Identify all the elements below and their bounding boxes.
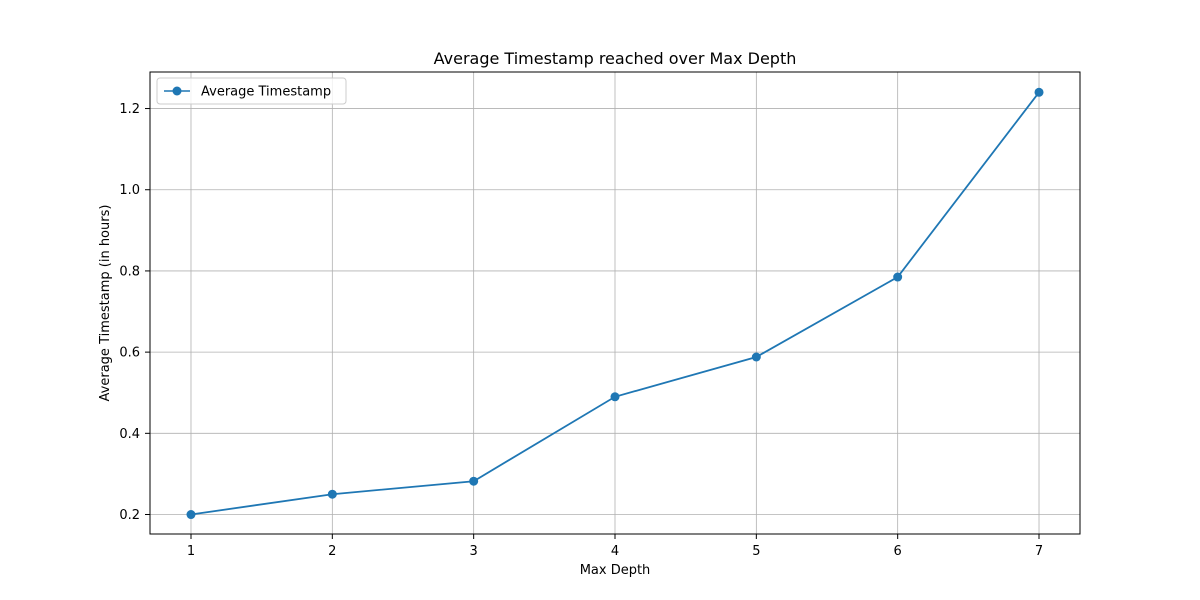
y-tick-label: 0.2 — [119, 508, 140, 523]
legend-entry-label: Average Timestamp — [201, 85, 331, 100]
data-point — [186, 510, 196, 520]
chart-title: Average Timestamp reached over Max Depth — [434, 49, 797, 68]
data-point — [751, 352, 761, 362]
y-tick-label: 0.4 — [119, 427, 140, 442]
y-tick-label: 1.2 — [119, 102, 140, 117]
data-point — [327, 489, 337, 499]
x-axis-label: Max Depth — [580, 563, 651, 578]
data-point — [610, 392, 620, 402]
y-axis-label: Average Timestamp (in hours) — [98, 205, 113, 402]
x-tick-label: 3 — [470, 544, 478, 559]
series-layer — [186, 87, 1044, 520]
data-point — [469, 476, 479, 486]
data-point — [893, 272, 903, 282]
x-tick-label: 2 — [328, 544, 336, 559]
x-tick-label: 7 — [1035, 544, 1043, 559]
axis-ticks: 1 2 3 4 5 6 7 0.2 0.4 0.6 0.8 1.0 1.2 — [119, 102, 1043, 559]
y-tick-label: 0.8 — [119, 264, 140, 279]
data-point — [1034, 87, 1044, 97]
y-tick-label: 0.6 — [119, 346, 140, 361]
x-tick-label: 1 — [187, 544, 195, 559]
x-tick-label: 4 — [611, 544, 619, 559]
legend-marker-swatch — [172, 86, 182, 96]
legend-box — [156, 77, 347, 105]
grid-lines — [150, 72, 1080, 534]
legend: Average Timestamp — [156, 77, 347, 105]
y-tick-label: 1.0 — [119, 183, 140, 198]
x-tick-label: 5 — [752, 544, 760, 559]
x-tick-label: 6 — [894, 544, 902, 559]
